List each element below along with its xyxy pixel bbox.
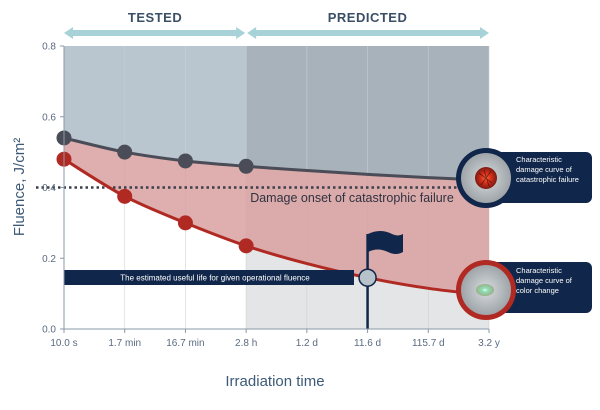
x-axis-title: Irradiation time bbox=[225, 373, 324, 390]
y-tick-label: 0.2 bbox=[42, 254, 56, 265]
predicted-arrow bbox=[247, 27, 489, 39]
x-tick-label: 16.7 min bbox=[166, 338, 204, 349]
x-tick-label: 115.7 d bbox=[412, 338, 445, 349]
color-change-point bbox=[177, 215, 193, 231]
catastrophic-point bbox=[117, 144, 133, 160]
useful-life-banner bbox=[64, 270, 354, 285]
x-tick-label: 11.6 d bbox=[354, 338, 381, 349]
y-tick-label: 0.8 bbox=[42, 42, 56, 53]
callout-color-change-text: Characteristic damage curve of color cha… bbox=[516, 266, 572, 295]
callout-catastrophic: Characteristic damage curve of catastrop… bbox=[456, 148, 592, 208]
x-tick-label: 1.2 d bbox=[296, 338, 318, 349]
catastrophic-point bbox=[238, 158, 254, 174]
phase-label-tested: TESTED bbox=[128, 10, 182, 25]
x-tick-label: 10.0 s bbox=[50, 338, 77, 349]
useful-life-banner-text: The estimated useful life for given oper… bbox=[120, 274, 310, 283]
catastrophic-point bbox=[177, 153, 193, 169]
threshold-label: Damage onset of catastrophic failure bbox=[250, 191, 454, 205]
color-change-spot-icon bbox=[476, 284, 494, 296]
color-change-point bbox=[238, 238, 254, 254]
y-tick-label: 0.0 bbox=[42, 325, 56, 336]
x-tick-label: 3.2 y bbox=[478, 338, 500, 349]
y-axis-title: Fluence, J/cm² bbox=[11, 138, 28, 236]
tested-arrow bbox=[64, 27, 246, 39]
x-tick-label: 1.7 min bbox=[108, 338, 141, 349]
flag-icon bbox=[368, 231, 403, 254]
callout-color-change: Characteristic damage curve of color cha… bbox=[456, 260, 592, 320]
phase-label-predicted: PREDICTED bbox=[328, 10, 408, 25]
x-tick-label: 2.8 h bbox=[235, 338, 257, 349]
y-tick-label: 0.4 bbox=[42, 183, 56, 194]
callout-catastrophic-text: Characteristic damage curve of catastrop… bbox=[516, 155, 579, 184]
color-change-point bbox=[117, 188, 133, 204]
y-tick-label: 0.6 bbox=[42, 112, 56, 123]
catastrophic-damage-spot-icon bbox=[475, 167, 497, 189]
damage-band bbox=[64, 137, 489, 296]
useful-life-point bbox=[358, 268, 377, 287]
